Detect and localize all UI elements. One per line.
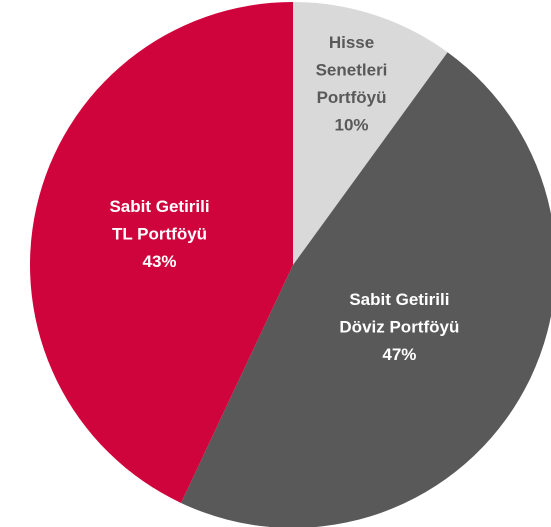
slice-label: Sabit Getirili <box>349 290 449 309</box>
slice-label: Sabit Getirili <box>109 197 209 216</box>
slice-value-label: 10% <box>334 116 368 135</box>
pie-slice <box>29 2 294 503</box>
slice-label: Döviz Portföyü <box>339 317 459 336</box>
slice-value-label: 43% <box>143 252 177 271</box>
pie-slice <box>293 2 448 265</box>
pie-slice <box>181 52 551 527</box>
slice-label: Senetleri <box>316 61 388 80</box>
slice-label: Hisse <box>329 33 374 52</box>
slice-label: Portföyü <box>317 88 387 107</box>
slice-value-label: 47% <box>382 345 416 364</box>
slice-label: TL Portföyü <box>112 225 207 244</box>
